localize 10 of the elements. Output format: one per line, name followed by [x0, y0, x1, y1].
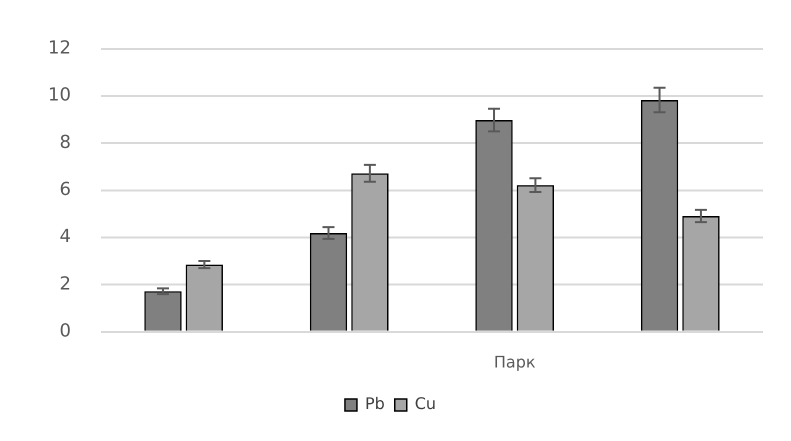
y-tick-label: 2 [59, 273, 71, 294]
legend-label: Cu [414, 394, 436, 414]
y-tick-label: 6 [59, 178, 71, 200]
y-tick-label: 8 [59, 132, 71, 153]
y-tick-label: 10 [48, 84, 71, 106]
x-tick-label: Парк [494, 352, 536, 372]
y-tick-label: 4 [59, 226, 71, 248]
legend-label: Pb [364, 394, 385, 414]
y-tick-label: 12 [48, 37, 71, 58]
y-tick-label: 0 [59, 320, 71, 342]
